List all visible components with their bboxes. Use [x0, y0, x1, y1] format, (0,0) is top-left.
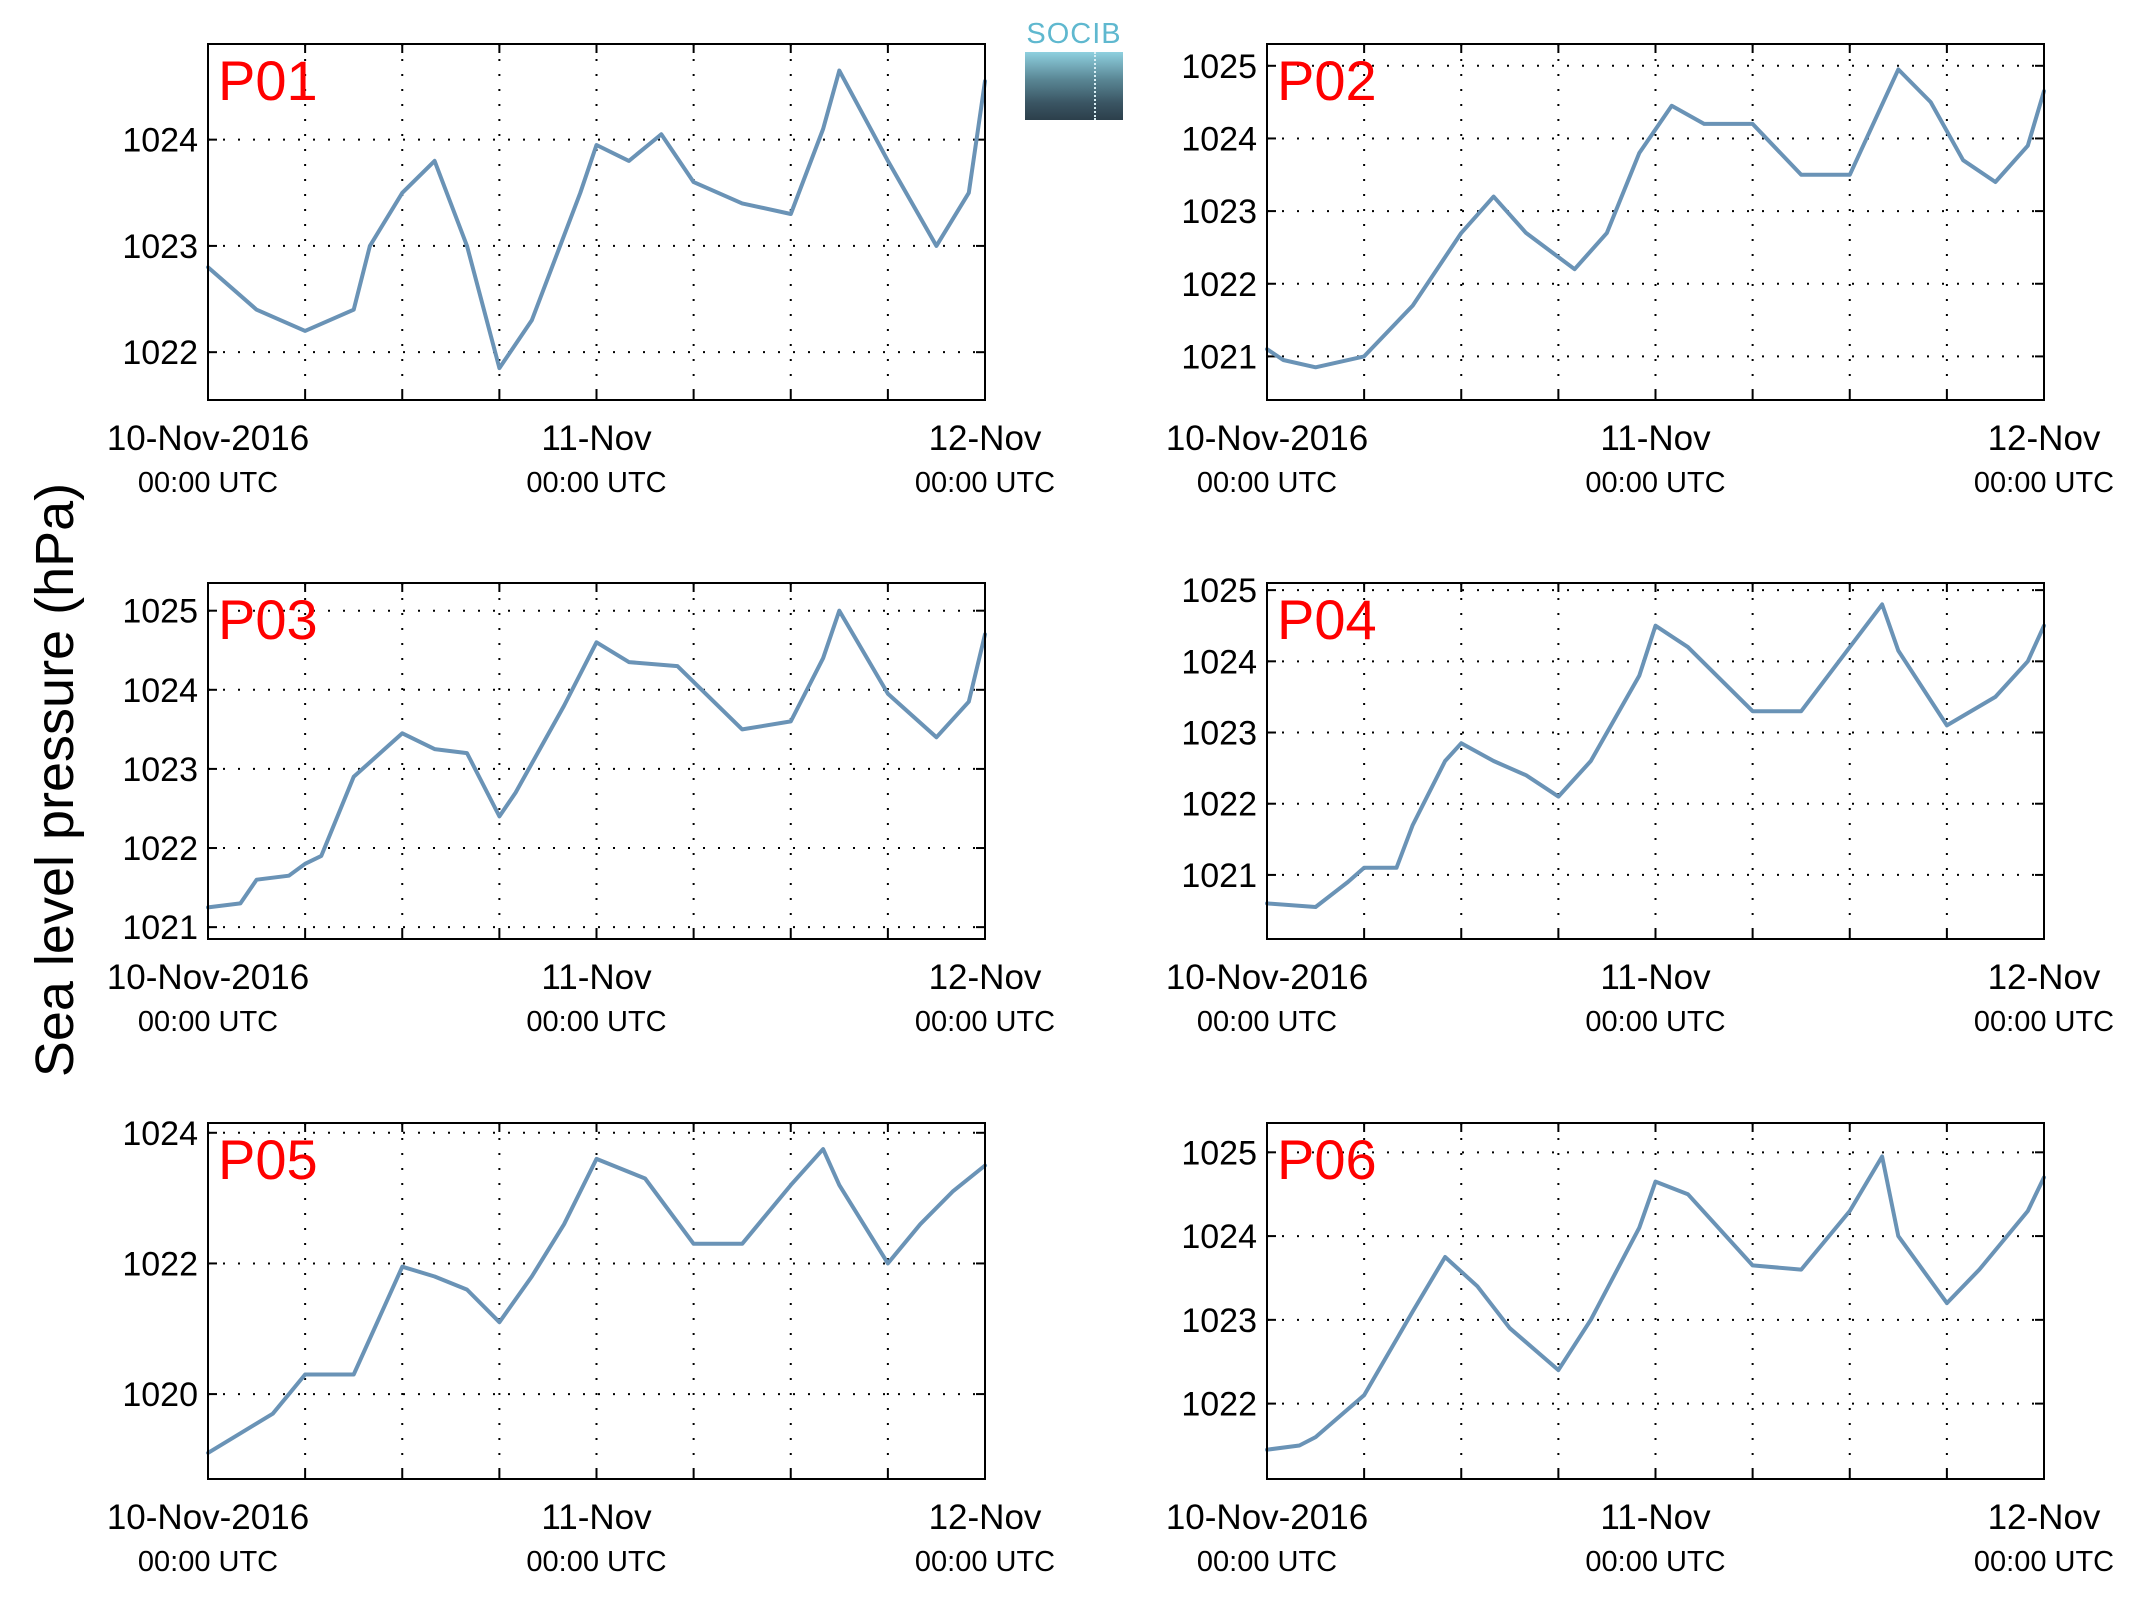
axes-frame — [1266, 1122, 2045, 1480]
y-tick-label: 1025 — [122, 593, 198, 631]
axes-frame — [207, 582, 986, 940]
x-tick-label-date: 10-Nov-2016 — [107, 419, 309, 458]
x-tick-label-time: 00:00 UTC — [138, 467, 278, 499]
y-tick-label: 1024 — [1181, 120, 1257, 158]
axes-frame — [1266, 43, 2045, 401]
y-tick-label: 1024 — [1181, 1218, 1257, 1256]
y-tick-label: 1025 — [1181, 1134, 1257, 1172]
y-tick-label: 1023 — [1181, 715, 1257, 753]
x-tick-label-time: 00:00 UTC — [915, 467, 1055, 499]
series-line-p01 — [206, 68, 987, 371]
x-tick-label-date: 10-Nov-2016 — [1166, 419, 1368, 458]
y-tick-label: 1022 — [122, 1245, 198, 1283]
y-tick-label: 1024 — [122, 122, 198, 160]
axes-frame — [207, 1122, 986, 1480]
y-tick-label: 1022 — [122, 830, 198, 868]
x-tick-label-time: 00:00 UTC — [1585, 1546, 1725, 1578]
x-tick-label-date: 11-Nov — [1600, 1498, 1711, 1537]
y-axis-label: Sea level pressure (hPa) — [25, 482, 85, 1078]
y-tick-label: 1024 — [122, 672, 198, 710]
y-tick-label: 1023 — [122, 751, 198, 789]
chart-p06: 1022 1023 1024 1025 P06 10-Nov-2016 00:00 UTC 1… — [1166, 1122, 2114, 1578]
x-tick-label-date: 11-Nov — [541, 419, 652, 458]
series-line-p05 — [206, 1147, 987, 1455]
y-tick-label: 1025 — [1181, 48, 1257, 86]
axes-frame — [207, 43, 986, 401]
x-tick-label-date: 11-Nov — [1600, 419, 1711, 458]
y-tick-label: 1024 — [1181, 643, 1257, 681]
chart-p02: 1021 1022 1023 1024 1025 P02 10-Nov-2016 00:00 … — [1166, 43, 2114, 499]
y-tick-label: 1023 — [1181, 193, 1257, 231]
x-tick-label-date: 10-Nov-2016 — [1166, 1498, 1368, 1537]
panel-label: P01 — [218, 49, 318, 112]
x-tick-label-time: 00:00 UTC — [526, 467, 666, 499]
y-tick-label: 1025 — [1181, 572, 1257, 610]
y-tick-label: 1022 — [122, 334, 198, 372]
x-tick-label-date: 11-Nov — [541, 958, 652, 997]
x-tick-label-date: 12-Nov — [1988, 419, 2101, 458]
panel-label: P04 — [1277, 588, 1377, 651]
x-tick-label-time: 00:00 UTC — [1974, 467, 2114, 499]
chart-p01: 1022 1023 1024 P01 10-Nov-2016 00:00 UTC 11-No… — [107, 43, 1055, 499]
x-tick-label-time: 00:00 UTC — [526, 1546, 666, 1578]
socib-logo: SOCIB — [1025, 18, 1123, 120]
logo-block — [1025, 52, 1123, 120]
y-tick-label: 1023 — [122, 228, 198, 266]
x-tick-label-time: 00:00 UTC — [138, 1006, 278, 1038]
logo-dots — [1094, 52, 1096, 120]
y-tick-label: 1022 — [1181, 1386, 1257, 1424]
x-tick-label-date: 12-Nov — [1988, 1498, 2101, 1537]
series-line-p04 — [1265, 602, 2046, 909]
x-tick-label-date: 11-Nov — [541, 1498, 652, 1537]
x-tick-label-date: 11-Nov — [1600, 958, 1711, 997]
y-tick-label: 1022 — [1181, 266, 1257, 304]
chart-p03: 1021 1022 1023 1024 1025 P03 10-Nov-2016 00:00 … — [107, 582, 1055, 1038]
x-tick-label-time: 00:00 UTC — [1197, 467, 1337, 499]
x-tick-label-date: 10-Nov-2016 — [1166, 958, 1368, 997]
x-tick-label-time: 00:00 UTC — [1197, 1546, 1337, 1578]
x-tick-label-date: 10-Nov-2016 — [107, 958, 309, 997]
x-tick-label-time: 00:00 UTC — [1974, 1006, 2114, 1038]
y-tick-label: 1024 — [122, 1115, 198, 1153]
panel-label: P05 — [218, 1128, 318, 1191]
x-tick-label-date: 12-Nov — [929, 1498, 1042, 1537]
series-line-p03 — [206, 608, 987, 910]
x-tick-label-time: 00:00 UTC — [1974, 1546, 2114, 1578]
panel-label: P06 — [1277, 1128, 1377, 1191]
series-line-p06 — [1265, 1154, 2046, 1452]
x-tick-label-date: 10-Nov-2016 — [107, 1498, 309, 1537]
x-tick-label-time: 00:00 UTC — [1585, 1006, 1725, 1038]
x-tick-label-date: 12-Nov — [929, 958, 1042, 997]
x-tick-label-time: 00:00 UTC — [915, 1546, 1055, 1578]
y-tick-label: 1022 — [1181, 786, 1257, 824]
x-tick-label-time: 00:00 UTC — [526, 1006, 666, 1038]
panel-label: P02 — [1277, 49, 1377, 112]
axes-frame — [1266, 582, 2045, 940]
chart-p05: 1020 1022 1024 P05 10-Nov-2016 00:00 UTC 11-No… — [107, 1115, 1055, 1578]
y-tick-label: 1021 — [1181, 857, 1257, 895]
panel-label: P03 — [218, 588, 318, 651]
y-tick-label: 1021 — [1181, 338, 1257, 376]
x-tick-label-date: 12-Nov — [1988, 958, 2101, 997]
x-tick-label-time: 00:00 UTC — [138, 1546, 278, 1578]
y-tick-label: 1021 — [122, 909, 198, 947]
x-tick-label-time: 00:00 UTC — [1197, 1006, 1337, 1038]
logo-text: SOCIB — [1026, 18, 1122, 50]
series-line-p02 — [1265, 67, 2046, 370]
y-tick-label: 1020 — [122, 1376, 198, 1414]
chart-p04: 1021 1022 1023 1024 1025 P04 10-Nov-2016 00:00 … — [1166, 572, 2114, 1038]
x-tick-label-time: 00:00 UTC — [915, 1006, 1055, 1038]
x-tick-label-date: 12-Nov — [929, 419, 1042, 458]
x-tick-label-time: 00:00 UTC — [1585, 467, 1725, 499]
y-tick-label: 1023 — [1181, 1302, 1257, 1340]
